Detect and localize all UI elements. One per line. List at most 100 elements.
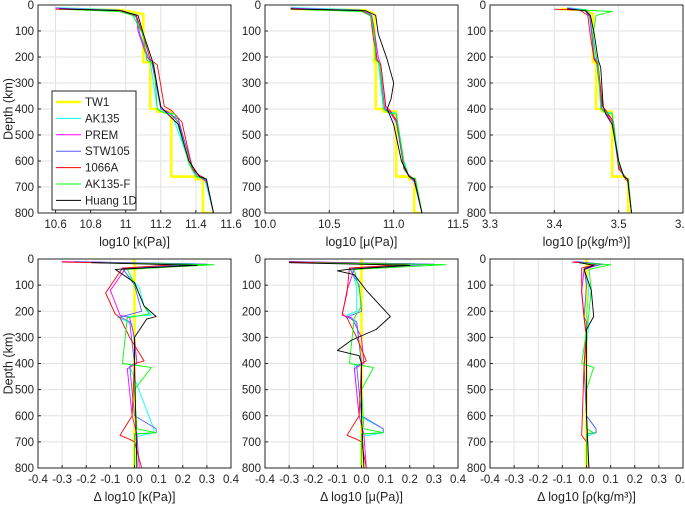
y-tick-label: 700 [15, 437, 34, 449]
x-tick-label: -0.3 [52, 474, 72, 486]
series-group [554, 7, 632, 213]
legend: TW1 AK135 PREM STW105 1066A AK135-F Huang 1D [51, 90, 137, 211]
y-tick-label: 800 [15, 208, 34, 220]
x-tick-label: 11 [120, 219, 132, 231]
y-tick-label: 100 [467, 280, 486, 292]
y-tick-label: 400 [15, 359, 34, 371]
x-tick-label: -0.1 [327, 474, 347, 486]
y-tick-label: 800 [467, 463, 486, 475]
y-tick-label: 700 [242, 182, 261, 194]
y-tick-label: 700 [242, 437, 261, 449]
y-tick-label: 800 [467, 208, 486, 220]
x-tick-label: 11.0 [383, 219, 405, 231]
x-tick-label: 0.1 [151, 474, 167, 486]
series-group [289, 259, 447, 468]
y-axis-label: Depth (km) [1, 333, 15, 395]
x-tick-label: 11.2 [150, 219, 172, 231]
x-tick-label: 0.3 [426, 474, 442, 486]
series-group [55, 7, 214, 213]
series-line-huang-1d [91, 262, 198, 468]
y-tick-label: 0 [480, 254, 486, 266]
x-tick-label: 0.0 [579, 474, 595, 486]
x-tick-label: 0.2 [175, 474, 191, 486]
y-tick-label: 400 [467, 359, 486, 371]
y-tick-label: 400 [467, 104, 486, 116]
x-axis-label: Δ log10 [ρ(kg/m³)] [537, 490, 636, 504]
x-tick-label: -0.1 [552, 474, 572, 486]
y-tick-label: 300 [242, 332, 261, 344]
x-tick-label: -0.1 [100, 474, 120, 486]
y-tick-label: 600 [242, 411, 261, 423]
x-tick-label: 0.4 [450, 474, 467, 486]
x-tick-label: 11.5 [447, 219, 469, 231]
x-tick-label: 11.4 [185, 219, 207, 231]
series-line-ak135-f [73, 9, 214, 213]
legend-entry-label: PREM [85, 130, 118, 142]
x-tick-label: 0.3 [199, 474, 215, 486]
x-tick-label: 10.0 [254, 219, 276, 231]
y-tick-label: 700 [15, 182, 34, 194]
series-line-huang-1d [289, 262, 411, 468]
y-tick-label: 200 [467, 52, 486, 64]
y-tick-label: 300 [15, 78, 34, 90]
y-tick-label: 800 [242, 208, 261, 220]
x-tick-label: 3.3 [482, 219, 498, 231]
y-tick-label: 200 [15, 306, 34, 318]
y-tick-label: 800 [242, 463, 261, 475]
legend-entry-label: TW1 [85, 97, 109, 109]
series-line-ak135-f [313, 262, 447, 468]
y-tick-label: 600 [15, 156, 34, 168]
series-line-tw1 [69, 7, 214, 213]
x-tick-label: 3.4 [546, 219, 563, 231]
y-tick-label: 400 [15, 104, 34, 116]
x-axis-label: log10 [μ(Pa)] [326, 235, 398, 249]
x-axis-label: log10 [ρ(kg/m³)] [543, 235, 631, 249]
y-tick-label: 200 [242, 52, 261, 64]
x-tick-label: 11.6 [220, 219, 242, 231]
series-group [62, 259, 215, 468]
x-tick-label: 0.4 [675, 474, 685, 486]
x-tick-label: -0.2 [303, 474, 323, 486]
x-tick-label: 10.6 [44, 219, 66, 231]
y-tick-label: 0 [255, 254, 261, 266]
series-line-huang-1d [59, 8, 214, 213]
x-axis-label: log10 [κ(Pa)] [99, 235, 170, 249]
series-line-1066a [571, 261, 597, 468]
y-tick-label: 100 [242, 26, 261, 38]
y-tick-label: 200 [467, 306, 486, 318]
x-tick-label: 3.6 [675, 219, 685, 231]
x-tick-label: 0.3 [651, 474, 667, 486]
y-tick-label: 700 [467, 182, 486, 194]
y-tick-label: 500 [467, 130, 486, 142]
y-tick-label: 500 [15, 385, 34, 397]
y-tick-label: 700 [467, 437, 486, 449]
y-tick-label: 800 [15, 463, 34, 475]
x-tick-label: 0.1 [378, 474, 394, 486]
x-tick-label: -0.2 [76, 474, 96, 486]
y-tick-label: 600 [467, 411, 486, 423]
y-tick-label: 200 [242, 306, 261, 318]
legend-entry-label: AK135-F [85, 179, 130, 191]
legend-entry-label: Huang 1D [85, 195, 137, 207]
series-line-ak135-f [579, 262, 612, 468]
x-tick-label: 10.5 [318, 219, 340, 231]
x-tick-label: -0.4 [255, 474, 275, 486]
y-tick-label: 0 [480, 0, 486, 12]
series-line-huang-1d [579, 262, 595, 468]
y-tick-label: 0 [28, 254, 34, 266]
panel-4: -0.4 -0.3 -0.2 -0.1 0.0 0.1 0.2 0.3 0.4 0 100 200 30… [1, 254, 239, 504]
x-tick-label: 0.4 [223, 474, 240, 486]
y-tick-label: 400 [242, 359, 261, 371]
x-tick-label: 0.2 [627, 474, 643, 486]
series-line-ak135-f [98, 262, 215, 468]
x-tick-label: 0.1 [603, 474, 619, 486]
x-tick-label: 3.5 [611, 219, 627, 231]
series-group [290, 7, 423, 213]
y-tick-label: 500 [15, 130, 34, 142]
x-axis-label: Δ log10 [μ(Pa)] [320, 490, 403, 504]
y-tick-label: 600 [467, 156, 486, 168]
y-tick-label: 300 [467, 78, 486, 90]
y-tick-label: 300 [467, 332, 486, 344]
series-line-stw105 [576, 261, 604, 468]
